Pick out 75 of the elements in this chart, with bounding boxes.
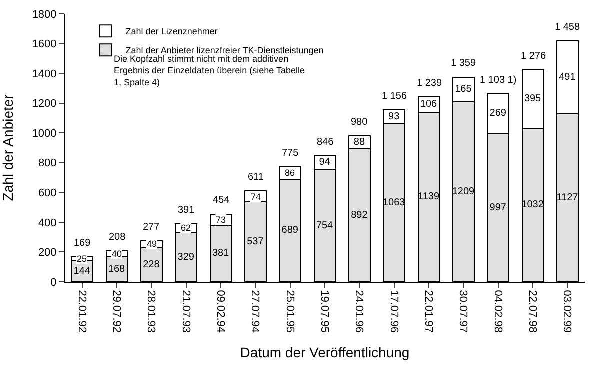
annotation: 1 156 [382, 91, 408, 102]
x-tick-label: 03.02.99 [561, 290, 574, 334]
y-tick-label: 1400 [32, 68, 57, 80]
annotation: 1 239 [417, 78, 442, 89]
data-label: 491 [559, 72, 576, 84]
data-label: 228 [143, 260, 160, 271]
x-tick-label: 30.07.97 [457, 290, 470, 334]
x-tick-label: 22.01.92 [76, 290, 88, 334]
x-tick-label: 19.07.95 [318, 290, 330, 334]
x-tick-label: 22.01.97 [422, 290, 434, 334]
y-tick-label: 1600 [32, 38, 57, 51]
y-tick-label: 600 [38, 188, 57, 200]
x-tick-label: 27.07.94 [249, 290, 262, 334]
data-label: 165 [455, 84, 472, 96]
annotation: 454 [213, 195, 230, 206]
data-label: 1032 [522, 200, 544, 211]
y-axis-title: Zahl der Anbieter [0, 94, 16, 202]
legend-label: Zahl der Lizenznehmer [126, 26, 218, 37]
annotation: 611 [248, 172, 264, 183]
data-label: 1063 [382, 197, 406, 208]
data-label: 1209 [452, 186, 476, 198]
y-tick-label: 1800 [32, 8, 57, 21]
data-label: 93 [388, 111, 400, 122]
x-tick-label: 17.07.96 [388, 290, 400, 334]
annotation: 1 458 [555, 22, 580, 33]
data-label: 74 [251, 192, 262, 202]
x-tick-label: 28.01.93 [145, 290, 158, 334]
x-tick-label: 04.02.98 [492, 290, 504, 334]
data-label: 144 [74, 266, 91, 277]
annotation: 1 359 [451, 58, 476, 69]
data-label: 86 [285, 168, 296, 178]
annotation: 169 [74, 238, 92, 249]
x-tick-label: 21.07.93 [180, 290, 192, 334]
annotation: 846 [317, 137, 334, 148]
data-label: 997 [490, 202, 507, 214]
data-label: 381 [212, 248, 230, 260]
data-label: 40 [112, 249, 122, 259]
annotation: 980 [351, 117, 368, 128]
x-tick-label: 09.02.94 [214, 290, 226, 334]
data-label: 88 [354, 137, 366, 148]
data-label: 62 [181, 223, 192, 233]
data-label: 537 [247, 236, 264, 248]
data-label: 106 [420, 99, 438, 110]
x-tick-label: 25.01.95 [284, 290, 296, 334]
y-tick-label: 200 [38, 247, 57, 260]
annotation: 1 103 1) [480, 75, 517, 86]
annotation: 391 [178, 205, 196, 216]
data-label: 73 [216, 215, 226, 225]
annotation: 1 276 [521, 51, 546, 62]
data-label: 395 [524, 93, 542, 104]
data-label: 754 [316, 220, 334, 232]
annotation: 208 [109, 232, 126, 243]
y-tick-label: 1000 [32, 128, 57, 140]
data-label: 892 [351, 210, 368, 222]
data-label: 689 [282, 225, 299, 236]
annotation: Die Kopfzahl stimmt nicht mit dem additiven Ergebnis der Einzeldaten überein (siehe Tabelle 1, Spalte 4) [114, 54, 305, 88]
y-tick-label: 1200 [32, 98, 57, 110]
data-label: 94 [319, 157, 331, 168]
data-label: 49 [147, 239, 158, 249]
data-label: 329 [178, 252, 195, 264]
x-tick-label: 24.01.96 [353, 290, 366, 334]
data-label: 168 [108, 264, 126, 275]
y-tick-label: 400 [38, 217, 57, 230]
legend-label: Zahl der Anbieter lizenzfreier TK-Dienstleistungen [126, 46, 324, 56]
annotation: 277 [143, 222, 160, 233]
y-tick-label: 800 [38, 158, 57, 170]
x-tick-label: 22.07.98 [526, 290, 538, 334]
data-label: 25 [77, 254, 88, 264]
annotation: 775 [282, 148, 300, 159]
y-tick-label: 0 [50, 276, 57, 289]
data-label: 269 [490, 108, 507, 120]
x-axis-title: Datum der Veröffentlichung [240, 344, 410, 360]
x-tick-label: 29.07.92 [110, 290, 122, 334]
data-label: 1139 [418, 192, 440, 203]
data-label: 1127 [556, 192, 579, 204]
